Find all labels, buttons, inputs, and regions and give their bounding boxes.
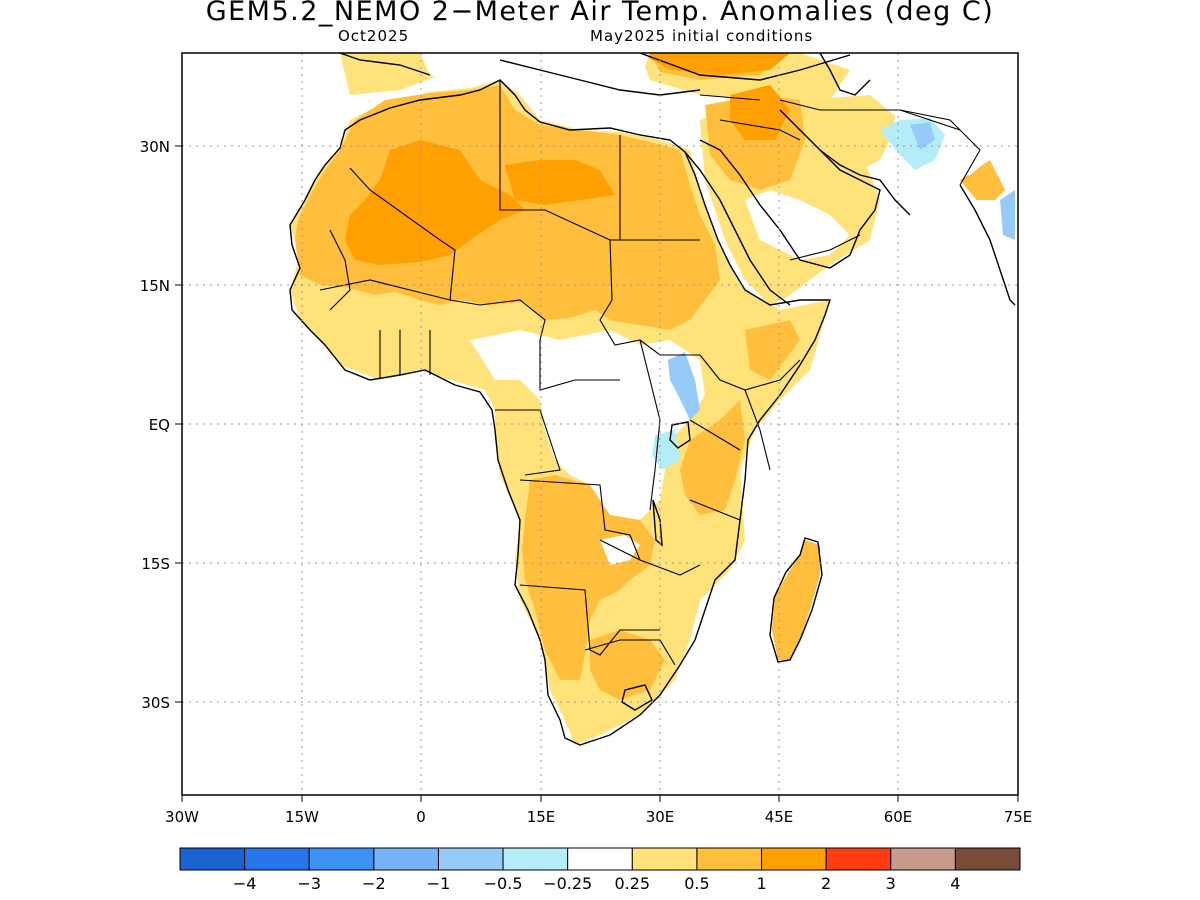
colorbar-label: 1	[756, 874, 766, 893]
colorbar-swatch	[761, 847, 827, 871]
border-somalia	[744, 389, 771, 471]
border-niger-nigeria	[449, 299, 546, 341]
arabia-coastline	[699, 109, 881, 269]
india-cool-anomaly	[1000, 190, 1015, 240]
lake-victoria-outline	[669, 421, 691, 449]
y-tick-label: 30N	[140, 138, 170, 156]
x-tick-label: 15W	[285, 808, 319, 826]
x-tick-label: 15E	[527, 808, 556, 826]
colorbar-label: 0.5	[684, 874, 709, 893]
border-pakistan-india	[899, 109, 981, 186]
red-sea-coast	[684, 151, 791, 306]
colorbar-label: 3	[886, 874, 896, 893]
border-chad-sudan	[599, 299, 700, 356]
madagascar-coastline	[769, 537, 823, 663]
east-africa-cool-anomaly	[668, 352, 700, 420]
colorbar-swatch	[825, 847, 892, 871]
anomaly-shading	[290, 53, 1015, 745]
sahara-dark-orange-core	[345, 140, 525, 265]
madagascar-fill	[772, 540, 820, 660]
colorbar-swatch	[567, 847, 633, 871]
colorbar-swatch	[437, 847, 504, 871]
arabia-neutral	[745, 190, 850, 260]
colorbar-label: −4	[233, 874, 257, 893]
y-tick-label: 15S	[141, 555, 170, 573]
valid-month-label: Oct2025	[338, 27, 410, 45]
turkey-dark-orange-core	[640, 53, 790, 75]
south-africa-orange-region	[590, 630, 665, 700]
mediterranean-north-coast	[339, 53, 851, 96]
map-title: GEM5.2_NEMO 2−Meter Air Temp. Anomalies …	[205, 0, 995, 27]
map-content	[289, 53, 1016, 746]
colorbar-label: −2	[362, 874, 386, 893]
tick-marks	[175, 145, 1019, 802]
x-tick-label: 30E	[646, 808, 675, 826]
x-tick-label: 45E	[765, 808, 794, 826]
colorbar-swatch	[631, 847, 698, 871]
y-tick-label: EQ	[149, 416, 170, 434]
y-tick-label: 15N	[140, 277, 170, 295]
colorbar-label: −1	[427, 874, 451, 893]
persian-gulf-coast	[819, 149, 911, 216]
colorbar-swatch	[179, 847, 246, 871]
coastlines-and-borders	[289, 53, 1016, 746]
border-zambia-zimbabwe	[599, 539, 701, 576]
algeria-coast-neutral	[420, 53, 650, 95]
iran-cool-anomaly-core	[910, 122, 935, 150]
border-turkey-syria	[699, 94, 761, 101]
initial-conditions-label: May2025 initial conditions	[590, 27, 814, 45]
border-yemen-oman	[789, 234, 861, 261]
africa-coastline	[289, 79, 831, 746]
border-westafrica-coastal	[379, 330, 431, 378]
horn-orange-region	[745, 320, 800, 380]
border-iran	[779, 99, 961, 131]
x-tick-label: 60E	[884, 808, 913, 826]
colorbar-swatch	[244, 847, 310, 871]
east-africa-orange-region	[680, 400, 745, 515]
caspian-coastline	[819, 53, 871, 96]
border-southafrica	[584, 639, 676, 666]
colorbar-label: 4	[950, 874, 960, 893]
border-angola	[519, 479, 641, 561]
x-tick-labels: 30W 15W 0 15E 30E 45E 60E 75E	[165, 808, 1032, 826]
grid-lines	[182, 53, 1018, 795]
southern-africa-orange-region	[522, 475, 655, 680]
border-namibia-botswana	[519, 584, 660, 656]
lake-tanganyika-outline	[652, 499, 663, 547]
border-kenya-tanzania	[689, 419, 741, 451]
colorbar-label: −3	[297, 874, 321, 893]
colorbar-swatch	[890, 847, 956, 871]
colorbar-swatch	[954, 847, 1021, 871]
border-algeria-libya	[499, 80, 613, 301]
y-tick-label: 30S	[141, 694, 170, 712]
colorbar-swatch	[502, 847, 569, 871]
x-tick-label: 0	[416, 808, 426, 826]
x-tick-label: 75E	[1004, 808, 1033, 826]
colorbar-label: −0.25	[543, 874, 592, 893]
border-mauritania-mali	[349, 167, 456, 301]
colorbar-swatch	[373, 847, 439, 871]
y-tick-labels: 30N 15N EQ 15S 30S	[140, 138, 170, 712]
lake-victoria-cool-anomaly	[652, 430, 680, 470]
southern-europe-fill	[340, 53, 440, 95]
central-africa-neutral	[470, 330, 705, 520]
border-tanzania-mozambique	[689, 499, 741, 521]
colorbar: −4 −3 −2 −1 −0.5 −0.25 0.25 0.5 1 2 3 4	[179, 847, 1021, 893]
colorbar-label: −0.5	[484, 874, 523, 893]
colorbar-label: 2	[821, 874, 831, 893]
border-mali-senegal	[329, 229, 351, 311]
libya-dark-orange-core	[505, 160, 615, 205]
lake-lesotho-outline	[621, 684, 653, 711]
border-gabon-congo	[495, 409, 561, 476]
colorbar-swatch	[696, 847, 763, 871]
colorbar-swatch	[308, 847, 375, 871]
india-coastline	[959, 184, 1016, 306]
x-tick-label: 30W	[165, 808, 199, 826]
border-drc-east	[639, 339, 661, 511]
border-cameroon-car	[539, 340, 620, 391]
iran-fill	[800, 95, 900, 175]
colorbar-label: 0.25	[614, 874, 650, 893]
border-saudi-iraq	[719, 119, 801, 141]
